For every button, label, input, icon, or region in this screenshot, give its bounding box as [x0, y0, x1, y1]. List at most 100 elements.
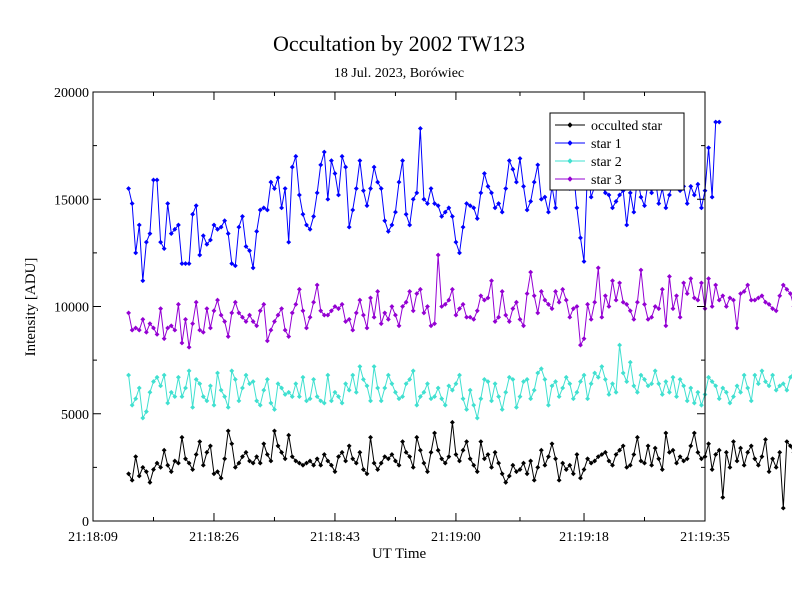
data-point-star-1 — [300, 211, 306, 217]
data-point-star-1 — [478, 190, 484, 196]
data-point-star-2 — [407, 377, 413, 382]
data-point-star-2 — [417, 394, 423, 400]
data-point-star-3 — [307, 314, 313, 320]
data-point-star-3 — [752, 297, 758, 303]
data-point-star-2 — [410, 368, 416, 374]
y-axis: 0 5000 10000 15000 20000 — [54, 86, 705, 530]
data-point-occulted-star — [232, 464, 238, 470]
legend-marker-star-2 — [567, 158, 573, 164]
data-point-star-1 — [368, 186, 373, 191]
data-point-star-1 — [578, 235, 583, 241]
x-tick-label: 21:18:26 — [189, 530, 239, 545]
data-point-star-2 — [627, 359, 633, 365]
data-point-star-3 — [143, 329, 149, 335]
data-point-star-1 — [417, 126, 423, 131]
data-point-star-2 — [364, 383, 370, 389]
data-point-occulted-star — [624, 464, 630, 470]
data-point-star-3 — [385, 316, 391, 322]
data-point-occulted-star — [183, 456, 188, 462]
data-point-star-3 — [570, 306, 576, 312]
data-point-star-3 — [186, 344, 192, 350]
data-point-star-3 — [578, 342, 583, 348]
data-point-star-2 — [524, 377, 530, 382]
data-point-star-2 — [745, 385, 751, 391]
data-point-star-3 — [727, 295, 733, 301]
data-point-star-1 — [489, 190, 494, 196]
data-point-star-2 — [229, 368, 235, 374]
data-point-star-1 — [713, 119, 719, 125]
data-point-star-3 — [474, 308, 480, 314]
data-point-star-2 — [289, 394, 295, 400]
data-point-star-3 — [531, 293, 537, 299]
data-point-star-1 — [232, 263, 238, 269]
data-point-occulted-star — [485, 452, 491, 457]
data-point-star-3 — [147, 321, 153, 327]
data-point-star-3 — [542, 297, 548, 303]
legend-label-occulted-star: occulted star — [591, 119, 662, 134]
data-point-star-1 — [453, 239, 459, 245]
data-point-star-3 — [656, 306, 662, 312]
legend-marker-star-3 — [567, 176, 573, 182]
data-point-star-3 — [300, 308, 306, 314]
data-point-star-1 — [240, 213, 245, 219]
data-point-star-3 — [243, 319, 249, 324]
data-point-star-2 — [318, 398, 324, 404]
data-point-star-1 — [396, 179, 402, 185]
data-point-star-1 — [346, 224, 352, 230]
data-point-star-2 — [339, 400, 345, 406]
data-point-star-1 — [350, 207, 356, 213]
data-point-occulted-star — [585, 456, 591, 462]
data-point-star-2 — [578, 379, 583, 384]
data-point-star-3 — [407, 289, 413, 294]
data-point-occulted-star — [240, 454, 245, 460]
data-point-star-2 — [556, 394, 562, 400]
data-point-occulted-star — [510, 462, 516, 468]
data-point-star-2 — [773, 387, 779, 393]
data-point-star-3 — [741, 289, 747, 294]
data-point-occulted-star — [414, 434, 420, 440]
data-point-occulted-star — [396, 462, 402, 468]
data-point-occulted-star — [360, 467, 366, 472]
data-point-star-1 — [542, 194, 548, 200]
series-star-2 — [126, 342, 792, 421]
data-point-star-1 — [407, 222, 413, 228]
data-point-star-3 — [538, 289, 544, 294]
data-point-star-3 — [414, 291, 420, 297]
data-point-star-3 — [681, 280, 687, 286]
data-point-star-1 — [389, 222, 395, 228]
data-point-star-1 — [546, 209, 551, 215]
data-point-star-3 — [748, 297, 754, 303]
data-point-star-3 — [393, 312, 398, 318]
data-point-star-3 — [368, 295, 373, 301]
data-point-occulted-star — [207, 443, 213, 449]
data-point-star-1 — [229, 261, 235, 267]
data-point-star-3 — [428, 323, 434, 329]
data-point-occulted-star — [190, 467, 196, 472]
data-point-star-1 — [165, 201, 171, 206]
data-point-star-1 — [129, 201, 135, 206]
data-point-occulted-star — [133, 454, 139, 460]
data-point-star-2 — [264, 377, 270, 382]
data-point-star-3 — [200, 329, 206, 335]
data-point-star-3 — [382, 310, 388, 316]
data-point-star-3 — [627, 308, 633, 314]
data-point-star-2 — [268, 400, 274, 406]
data-point-star-2 — [567, 381, 573, 387]
data-point-star-2 — [506, 374, 512, 380]
data-point-occulted-star — [282, 456, 288, 462]
data-point-star-1 — [464, 201, 470, 206]
data-point-occulted-star — [620, 443, 626, 449]
data-point-occulted-star — [506, 473, 512, 479]
y-tick-label: 15000 — [54, 193, 89, 208]
data-point-star-3 — [699, 280, 704, 286]
data-point-star-2 — [389, 381, 395, 387]
data-point-star-2 — [713, 383, 719, 389]
data-point-star-3 — [126, 310, 132, 316]
data-point-star-3 — [375, 289, 381, 294]
data-point-star-3 — [336, 306, 341, 312]
data-point-star-3 — [467, 314, 473, 320]
data-point-star-1 — [425, 201, 430, 206]
data-point-occulted-star — [222, 456, 228, 462]
data-point-occulted-star — [425, 469, 430, 475]
data-point-star-2 — [211, 402, 217, 408]
